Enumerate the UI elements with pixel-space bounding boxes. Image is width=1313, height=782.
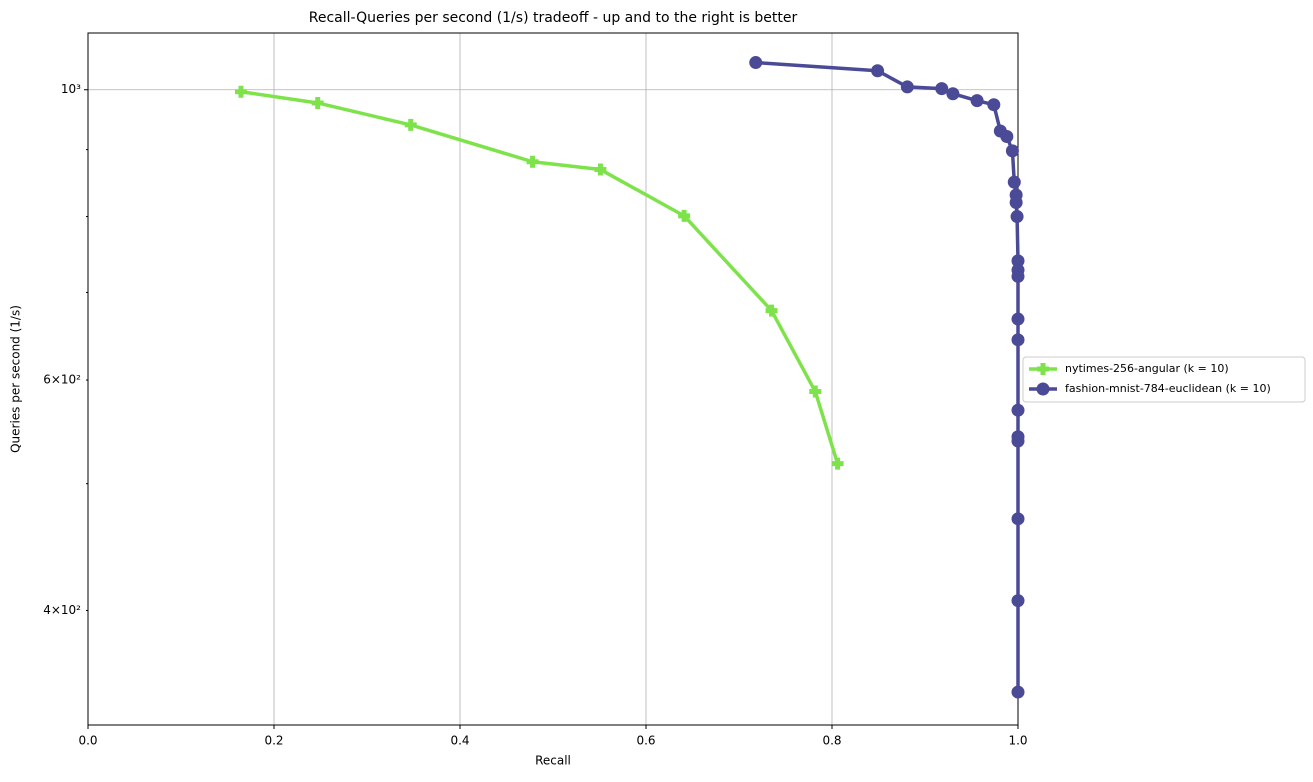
y-axis-label: Queries per second (1/s) (9, 305, 23, 453)
x-tick-label: 0.6 (636, 734, 655, 748)
y-tick-label: 10³ (61, 82, 81, 96)
legend-label: fashion-mnist-784-euclidean (k = 10) (1065, 382, 1271, 395)
marker (871, 64, 885, 78)
marker (1011, 403, 1025, 417)
marker (749, 56, 763, 70)
marker (1011, 512, 1025, 526)
marker (311, 96, 324, 109)
marker (1036, 382, 1050, 396)
x-tick-label: 1.0 (1008, 734, 1027, 748)
marker (809, 385, 822, 398)
marker (404, 118, 417, 131)
marker (1011, 333, 1025, 347)
x-axis-label: Recall (535, 754, 571, 768)
x-tick-label: 0.2 (264, 734, 283, 748)
y-tick-label: 4×10² (43, 603, 81, 617)
marker (1009, 196, 1023, 210)
marker (1005, 144, 1019, 158)
marker (1037, 363, 1049, 375)
marker (594, 163, 607, 176)
marker (765, 304, 778, 317)
marker (1011, 685, 1025, 699)
chart-title: Recall-Queries per second (1/s) tradeoff… (309, 10, 798, 26)
plot-frame (87, 32, 1019, 726)
marker (1011, 434, 1025, 448)
marker (678, 209, 691, 222)
series-line (240, 90, 840, 465)
marker (1011, 254, 1025, 268)
marker (234, 85, 247, 98)
marker (1000, 130, 1014, 144)
marker (1007, 175, 1021, 189)
marker (900, 80, 914, 94)
marker (831, 457, 844, 470)
marker (987, 98, 1001, 112)
marker (935, 82, 949, 96)
series-line (755, 60, 1020, 693)
marker (526, 155, 539, 168)
legend-label: nytimes-256-angular (k = 10) (1065, 362, 1229, 375)
x-tick-label: 0.0 (78, 734, 97, 748)
marker (970, 94, 984, 108)
marker (1011, 269, 1025, 283)
y-tick-label: 6×10² (43, 373, 81, 387)
legend-box (1022, 356, 1306, 403)
marker (1010, 210, 1024, 224)
marker (946, 87, 960, 101)
x-tick-label: 0.4 (450, 734, 469, 748)
x-tick-label: 0.8 (822, 734, 841, 748)
marker (1011, 312, 1025, 326)
marker (1011, 594, 1025, 608)
